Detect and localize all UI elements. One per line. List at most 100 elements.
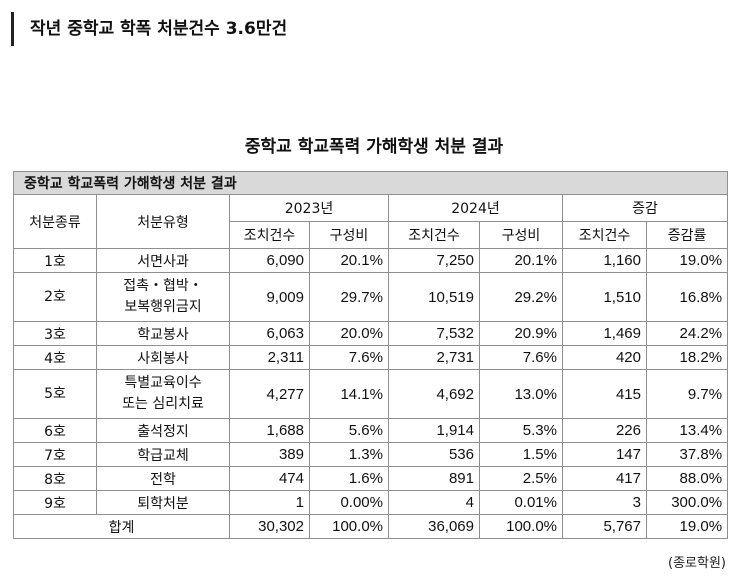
cell-count-2023: 389 bbox=[229, 442, 310, 467]
cell-type: 3호 bbox=[13, 321, 97, 346]
cell-count-2024: 4,692 bbox=[388, 369, 480, 419]
header-count-change: 조치건수 bbox=[562, 221, 647, 249]
cell-count-2023: 1,688 bbox=[229, 418, 310, 443]
cell-kind-line: 전학 bbox=[150, 471, 176, 488]
header-change: 증감 bbox=[561, 194, 729, 222]
cell-type: 9호 bbox=[13, 490, 97, 515]
cell-count-2024: 4 bbox=[388, 490, 480, 515]
cell-share-2023: 20.0% bbox=[309, 321, 389, 346]
cell-type: 4호 bbox=[13, 345, 97, 370]
cell-share-2024: 0.01% bbox=[479, 490, 563, 515]
table-row: 2호 접촉・협박・ 보복행위금지 9,009 29.7% 10,519 29.2% 1,510… bbox=[13, 272, 729, 322]
cell-share-2023: 1.3% bbox=[309, 442, 389, 467]
table-row: 3호 학교봉사 6,063 20.0% 7,532 20.9% 1,469 24.2% bbox=[13, 321, 729, 346]
table-row: 4호 사회봉사 2,311 7.6% 2,731 7.6% 420 18.2% bbox=[13, 345, 729, 370]
cell-change: 415 bbox=[562, 369, 647, 419]
source-note: (종로학원) bbox=[668, 556, 726, 571]
cell-kind-line: 서면사과 bbox=[137, 253, 189, 270]
header-count-2023: 조치건수 bbox=[229, 221, 310, 249]
cell-share-2023: 20.1% bbox=[309, 248, 389, 273]
cell-share-2024: 29.2% bbox=[479, 272, 563, 322]
cell-share-2024: 7.6% bbox=[479, 345, 563, 370]
cell-count-2024: 1,914 bbox=[388, 418, 480, 443]
cell-count-2023: 6,063 bbox=[229, 321, 310, 346]
cell-count-2024: 10,519 bbox=[388, 272, 480, 322]
cell-kind: 학급교체 bbox=[96, 442, 230, 467]
cell-kind-line: 퇴학처분 bbox=[137, 495, 189, 512]
cell-change: 1,469 bbox=[562, 321, 647, 346]
cell-type: 1호 bbox=[13, 248, 97, 273]
cell-count-2024: 7,532 bbox=[388, 321, 480, 346]
total-count-2024: 36,069 bbox=[388, 514, 480, 539]
cell-count-2023: 4,277 bbox=[229, 369, 310, 419]
cell-change: 3 bbox=[562, 490, 647, 515]
header-share-2023: 구성비 bbox=[309, 221, 389, 249]
total-share-2023: 100.0% bbox=[309, 514, 389, 539]
cell-share-2023: 0.00% bbox=[309, 490, 389, 515]
total-share-2024: 100.0% bbox=[479, 514, 563, 539]
cell-count-2023: 9,009 bbox=[229, 272, 310, 322]
cell-share-2023: 7.6% bbox=[309, 345, 389, 370]
cell-type: 7호 bbox=[13, 442, 97, 467]
header-kind: 처분유형 bbox=[96, 194, 230, 249]
cell-change: 420 bbox=[562, 345, 647, 370]
cell-count-2023: 6,090 bbox=[229, 248, 310, 273]
cell-change: 1,510 bbox=[562, 272, 647, 322]
table-row: 7호 학급교체 389 1.3% 536 1.5% 147 37.8% bbox=[13, 442, 729, 467]
cell-share-2023: 5.6% bbox=[309, 418, 389, 443]
cell-rate: 37.8% bbox=[645, 442, 729, 467]
total-change: 5,767 bbox=[562, 514, 647, 539]
total-label: 합계 bbox=[13, 514, 230, 539]
cell-rate: 18.2% bbox=[645, 345, 729, 370]
cell-kind: 퇴학처분 bbox=[96, 490, 230, 515]
headline: 작년 중학교 학폭 처분건수 3.6만건 bbox=[11, 12, 287, 46]
cell-kind-line: 또는 심리치료 bbox=[122, 396, 204, 412]
cell-share-2023: 1.6% bbox=[309, 466, 389, 491]
cell-count-2023: 1 bbox=[229, 490, 310, 515]
cell-count-2023: 2,311 bbox=[229, 345, 310, 370]
cell-rate: 16.8% bbox=[645, 272, 729, 322]
total-row: 합계 30,302 100.0% 36,069 100.0% 5,767 19.0% bbox=[13, 514, 729, 539]
cell-type: 5호 bbox=[13, 369, 97, 419]
cell-kind-line: 보복행위금지 bbox=[124, 299, 202, 315]
cell-kind: 전학 bbox=[96, 466, 230, 491]
table-row: 9호 퇴학처분 1 0.00% 4 0.01% 3 300.0% bbox=[13, 490, 729, 515]
total-rate: 19.0% bbox=[645, 514, 729, 539]
cell-count-2023: 474 bbox=[229, 466, 310, 491]
header-share-2024: 구성비 bbox=[479, 221, 563, 249]
cell-rate: 13.4% bbox=[645, 418, 729, 443]
table-row: 6호 출석정지 1,688 5.6% 1,914 5.3% 226 13.4% bbox=[13, 418, 729, 443]
cell-share-2024: 20.9% bbox=[479, 321, 563, 346]
cell-share-2023: 14.1% bbox=[309, 369, 389, 419]
cell-rate: 19.0% bbox=[645, 248, 729, 273]
cell-count-2024: 536 bbox=[388, 442, 480, 467]
cell-type: 2호 bbox=[13, 272, 97, 322]
table-row: 1호 서면사과 6,090 20.1% 7,250 20.1% 1,160 19.0% bbox=[13, 248, 729, 273]
cell-share-2024: 2.5% bbox=[479, 466, 563, 491]
cell-type: 6호 bbox=[13, 418, 97, 443]
header-2024: 2024년 bbox=[388, 194, 563, 222]
cell-rate: 300.0% bbox=[645, 490, 729, 515]
cell-type: 8호 bbox=[13, 466, 97, 491]
cell-kind: 접촉・협박・ 보복행위금지 bbox=[96, 272, 230, 322]
cell-share-2024: 13.0% bbox=[479, 369, 563, 419]
cell-share-2024: 20.1% bbox=[479, 248, 563, 273]
cell-count-2024: 891 bbox=[388, 466, 480, 491]
cell-count-2024: 7,250 bbox=[388, 248, 480, 273]
cell-kind: 사회봉사 bbox=[96, 345, 230, 370]
cell-share-2024: 1.5% bbox=[479, 442, 563, 467]
table-row: 5호 특별교육이수 또는 심리치료 4,277 14.1% 4,692 13.0% 415 9.… bbox=[13, 369, 729, 419]
cell-kind-line: 접촉・협박・ bbox=[123, 278, 203, 294]
total-count-2023: 30,302 bbox=[229, 514, 310, 539]
header-count-2024: 조치건수 bbox=[388, 221, 480, 249]
cell-rate: 9.7% bbox=[645, 369, 729, 419]
cell-change: 147 bbox=[562, 442, 647, 467]
table-caption: 중학교 학교폭력 가해학생 처분 결과 bbox=[12, 171, 729, 195]
cell-kind: 출석정지 bbox=[96, 418, 230, 443]
cell-rate: 24.2% bbox=[645, 321, 729, 346]
cell-rate: 88.0% bbox=[645, 466, 729, 491]
cell-kind-line: 특별교육이수 bbox=[124, 375, 202, 391]
cell-count-2024: 2,731 bbox=[388, 345, 480, 370]
cell-change: 226 bbox=[562, 418, 647, 443]
